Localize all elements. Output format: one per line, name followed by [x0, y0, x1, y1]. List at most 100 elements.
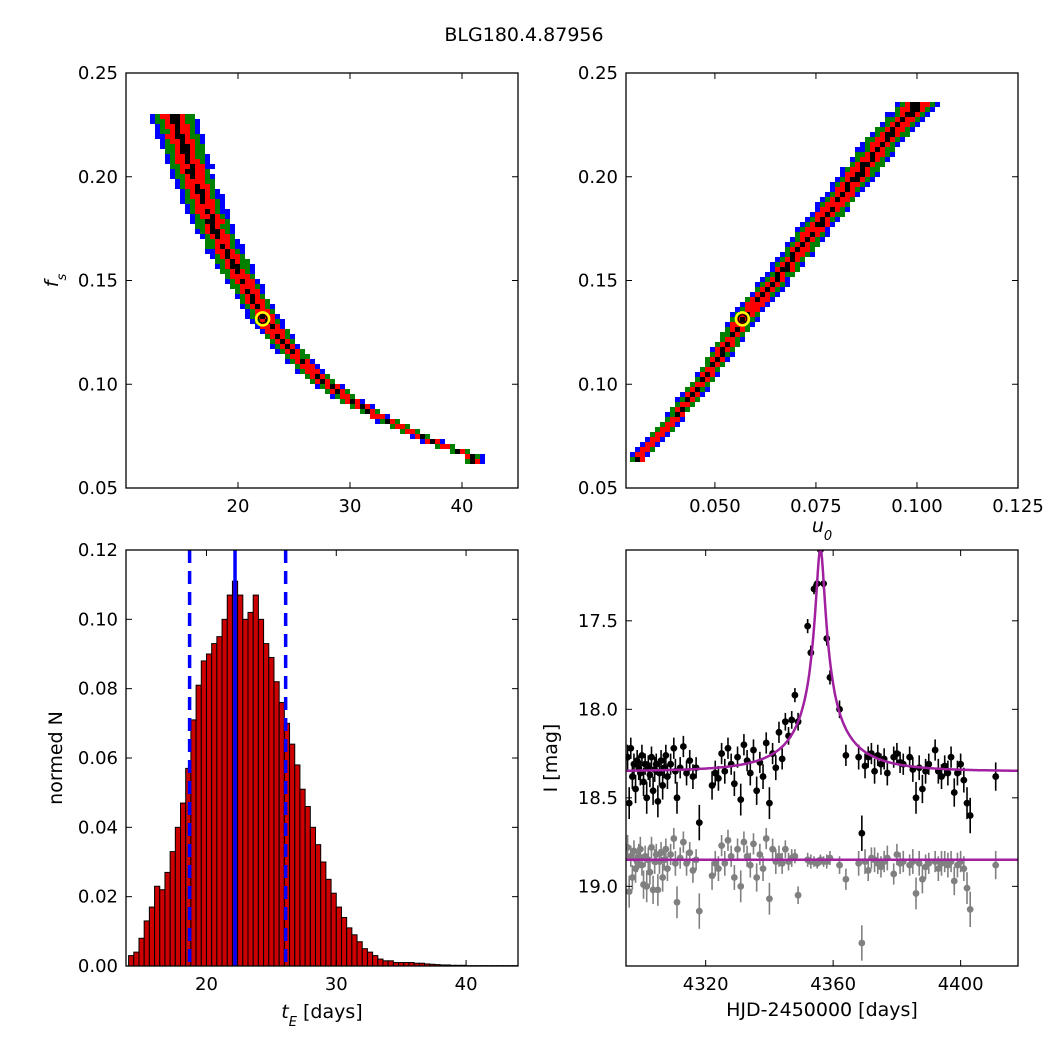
- density-cell-1sigma: [215, 224, 220, 229]
- data-point: [763, 835, 770, 842]
- density-cell-core: [910, 102, 915, 107]
- density-cell-2sigma: [250, 274, 255, 279]
- density-cell-1sigma: [645, 447, 650, 452]
- density-cell-2sigma: [290, 339, 295, 344]
- histogram-bar: [295, 765, 300, 966]
- density-cell-1sigma: [730, 337, 735, 342]
- density-cell-1sigma: [230, 254, 235, 259]
- density-cell-2sigma: [845, 202, 850, 207]
- data-point: [992, 773, 999, 780]
- density-cell-1sigma: [190, 149, 195, 154]
- density-cell-1sigma: [865, 167, 870, 172]
- density-cell-3sigma: [250, 269, 255, 274]
- density-cell-3sigma: [170, 174, 175, 179]
- label-unit: [days]: [297, 1001, 363, 1023]
- density-cell-1sigma: [210, 234, 215, 239]
- x-tick-label: 4400: [938, 974, 984, 995]
- density-cell-1sigma: [320, 374, 325, 379]
- density-cell-1sigma: [305, 359, 310, 364]
- density-cell-2sigma: [925, 107, 930, 112]
- density-cell-2sigma: [275, 319, 280, 324]
- x-axis-label: u0: [812, 515, 832, 544]
- density-cell-1sigma: [275, 329, 280, 334]
- density-cell-1sigma: [725, 337, 730, 342]
- density-cell-2sigma: [395, 419, 400, 424]
- density-cell-1sigma: [675, 417, 680, 422]
- density-cell-2sigma: [235, 249, 240, 254]
- density-cell-1sigma: [260, 299, 265, 304]
- density-cell-2sigma: [155, 119, 160, 124]
- density-cell-1sigma: [820, 212, 825, 217]
- density-cell-3sigma: [860, 187, 865, 192]
- density-cell-2sigma: [630, 457, 635, 462]
- density-cell-3sigma: [730, 312, 735, 317]
- density-cell-3sigma: [410, 434, 415, 439]
- density-cell-1sigma: [235, 274, 240, 279]
- density-cell-2sigma: [220, 269, 225, 274]
- density-cell-1sigma: [680, 402, 685, 407]
- density-cell-3sigma: [790, 237, 795, 242]
- density-cell-2sigma: [705, 382, 710, 387]
- density-cell-2sigma: [160, 124, 165, 129]
- density-cell-core: [740, 317, 745, 322]
- density-cell-core: [470, 459, 475, 464]
- density-cell-1sigma: [805, 242, 810, 247]
- density-cell-3sigma: [240, 304, 245, 309]
- density-cell-3sigma: [695, 372, 700, 377]
- density-cell-core: [360, 404, 365, 409]
- density-cell-3sigma: [155, 134, 160, 139]
- histogram-bar: [139, 938, 144, 966]
- density-cell-3sigma: [875, 172, 880, 177]
- density-cell-1sigma: [690, 397, 695, 402]
- density-cell-1sigma: [875, 152, 880, 157]
- x-tick-label: 0.125: [992, 496, 1044, 517]
- density-cell-3sigma: [675, 422, 680, 427]
- density-cell-3sigma: [240, 244, 245, 249]
- density-cell-1sigma: [175, 159, 180, 164]
- data-point: [951, 789, 958, 796]
- density-cell-1sigma: [890, 122, 895, 127]
- density-cell-2sigma: [855, 157, 860, 162]
- density-cell-2sigma: [770, 292, 775, 297]
- histogram-bar: [212, 644, 217, 966]
- density-cell-2sigma: [805, 252, 810, 257]
- density-cell-core: [180, 149, 185, 154]
- histogram-bar: [362, 949, 367, 966]
- density-cell-1sigma: [285, 349, 290, 354]
- density-cell-1sigma: [190, 144, 195, 149]
- density-cell-2sigma: [245, 259, 250, 264]
- data-point: [659, 782, 666, 789]
- density-cell-2sigma: [225, 274, 230, 279]
- density-cell-1sigma: [345, 399, 350, 404]
- density-cell-1sigma: [785, 257, 790, 262]
- density-cell-core: [810, 232, 815, 237]
- density-cell-core: [275, 334, 280, 339]
- density-cell-2sigma: [245, 269, 250, 274]
- density-cell-2sigma: [285, 334, 290, 339]
- density-cell-1sigma: [640, 457, 645, 462]
- data-point: [637, 846, 644, 853]
- density-cell-core: [385, 419, 390, 424]
- density-cell-1sigma: [205, 229, 210, 234]
- data-point: [750, 840, 757, 847]
- density-cell-core: [185, 159, 190, 164]
- density-cell-core: [225, 254, 230, 259]
- data-point: [944, 770, 951, 777]
- data-point: [858, 940, 865, 947]
- density-cell-core: [200, 189, 205, 194]
- density-cell-3sigma: [785, 277, 790, 282]
- density-cell-1sigma: [745, 302, 750, 307]
- data-point: [718, 750, 725, 757]
- density-cell-2sigma: [670, 407, 675, 412]
- density-cell-1sigma: [245, 279, 250, 284]
- density-cell-1sigma: [255, 289, 260, 294]
- data-point: [670, 835, 677, 842]
- density-cell-core: [230, 259, 235, 264]
- density-cell-1sigma: [195, 159, 200, 164]
- data-point: [951, 878, 958, 885]
- density-cell-1sigma: [655, 437, 660, 442]
- density-cell-1sigma: [285, 339, 290, 344]
- data-point: [725, 837, 732, 844]
- density-cell-2sigma: [205, 179, 210, 184]
